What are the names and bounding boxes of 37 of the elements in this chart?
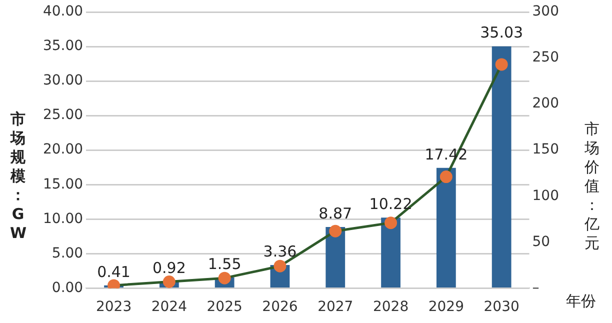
- y2-axis-title: 市场价值：亿元: [584, 120, 600, 253]
- x-tick-label: 2026: [262, 299, 298, 316]
- y2-tick-label: 150: [532, 142, 560, 158]
- y-tick-label: 40.00: [42, 4, 84, 20]
- y-tick-label: 30.00: [42, 72, 84, 89]
- y-tick-label: 25.00: [42, 107, 84, 124]
- y-axis-title: 市场规模：GW: [10, 110, 27, 243]
- y2-tick-label: 50: [532, 234, 550, 250]
- y2-tick-label: 100: [532, 188, 560, 204]
- x-tick-label: 2027: [318, 299, 354, 316]
- bar: [436, 168, 456, 288]
- y-tick-label: 0.00: [52, 280, 84, 296]
- y2-tick-label: –: [532, 280, 540, 296]
- x-tick-label: 2024: [151, 299, 188, 316]
- y-tick-label: 10.00: [42, 210, 84, 227]
- y-tick-label: 35.00: [42, 38, 84, 54]
- data-label: 8.87: [318, 204, 352, 222]
- data-label: 0.41: [97, 262, 130, 281]
- y2-tick-label: 250: [532, 50, 560, 66]
- data-label: 10.22: [369, 195, 412, 214]
- data-label: 0.92: [152, 259, 186, 278]
- y2-tick-label: 200: [532, 96, 560, 112]
- data-label: 35.03: [480, 24, 524, 42]
- y2-tick-label: 300: [532, 4, 560, 20]
- bar: [492, 46, 512, 288]
- x-tick-label: 2028: [372, 299, 409, 316]
- x-axis-title: 年份: [566, 292, 596, 311]
- data-label: 1.55: [208, 254, 242, 273]
- y-tick-label: 5.00: [52, 245, 84, 262]
- y-tick-label: 15.00: [42, 176, 84, 192]
- x-tick-label: 2023: [96, 299, 132, 316]
- x-tick-label: 2025: [206, 299, 242, 316]
- bar: [381, 218, 400, 288]
- data-label: 3.36: [263, 242, 297, 260]
- y-tick-label: 20.00: [42, 142, 84, 158]
- x-tick-label: 2030: [484, 299, 520, 316]
- x-tick-label: 2029: [428, 299, 464, 316]
